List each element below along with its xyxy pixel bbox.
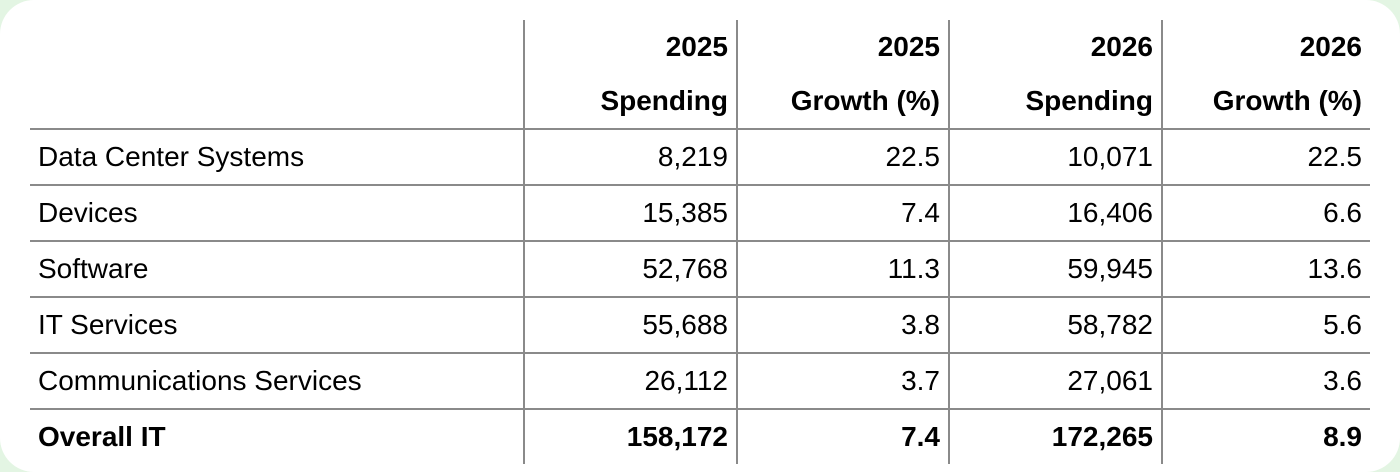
header-2026-growth: 2026 Growth (%) (1161, 20, 1370, 129)
header-year: 2026 (1090, 31, 1153, 62)
cell-spending-2026: 59,945 (948, 240, 1162, 297)
header-metric: Spending (1025, 85, 1153, 116)
cell-category: Communications Services (30, 352, 524, 409)
cell-growth-2026: 13.6 (1161, 240, 1370, 297)
header-metric: Growth (%) (1212, 85, 1362, 116)
table-row: IT Services 55,688 3.8 58,782 5.6 (30, 296, 1370, 353)
table-row: Software 52,768 11.3 59,945 13.6 (30, 240, 1370, 297)
cell-category: Overall IT (30, 408, 524, 464)
cell-spending-2025: 55,688 (523, 296, 737, 353)
cell-category: Data Center Systems (30, 128, 524, 185)
cell-spending-2026: 16,406 (948, 184, 1162, 241)
cell-growth-2025: 22.5 (736, 128, 949, 185)
cell-spending-2026: 172,265 (948, 408, 1162, 464)
cell-growth-2025: 11.3 (736, 240, 949, 297)
it-spending-table: 2025 Spending 2025 Growth (%) 2026 Spending… (30, 20, 1370, 464)
header-empty (30, 20, 524, 129)
cell-growth-2025: 3.7 (736, 352, 949, 409)
cell-spending-2025: 52,768 (523, 240, 737, 297)
cell-growth-2026: 6.6 (1161, 184, 1370, 241)
cell-spending-2026: 10,071 (948, 128, 1162, 185)
cell-spending-2025: 15,385 (523, 184, 737, 241)
cell-growth-2025: 7.4 (736, 184, 949, 241)
cell-growth-2026: 8.9 (1161, 408, 1370, 464)
header-2026-spending: 2026 Spending (948, 20, 1162, 129)
cell-category: Software (30, 240, 524, 297)
table-row: Devices 15,385 7.4 16,406 6.6 (30, 184, 1370, 241)
cell-category: IT Services (30, 296, 524, 353)
table-row: Data Center Systems 8,219 22.5 10,071 22.5 (30, 128, 1370, 185)
table-row: Communications Services 26,112 3.7 27,061 3.… (30, 352, 1370, 409)
header-row: 2025 Spending 2025 Growth (%) 2026 Spending… (30, 20, 1370, 129)
header-year: 2026 (1299, 31, 1362, 62)
cell-growth-2026: 22.5 (1161, 128, 1370, 185)
cell-spending-2026: 58,782 (948, 296, 1162, 353)
cell-spending-2025: 8,219 (523, 128, 737, 185)
total-row: Overall IT 158,172 7.4 172,265 8.9 (30, 408, 1370, 464)
header-year: 2025 (877, 31, 940, 62)
cell-spending-2025: 158,172 (523, 408, 737, 464)
header-metric: Spending (600, 85, 728, 116)
cell-growth-2025: 3.8 (736, 296, 949, 353)
header-year: 2025 (665, 31, 728, 62)
cell-growth-2026: 3.6 (1161, 352, 1370, 409)
cell-spending-2025: 26,112 (523, 352, 737, 409)
header-2025-growth: 2025 Growth (%) (736, 20, 949, 129)
cell-growth-2025: 7.4 (736, 408, 949, 464)
header-metric: Growth (%) (790, 85, 940, 116)
cell-category: Devices (30, 184, 524, 241)
cell-growth-2026: 5.6 (1161, 296, 1370, 353)
header-2025-spending: 2025 Spending (523, 20, 737, 129)
cell-spending-2026: 27,061 (948, 352, 1162, 409)
